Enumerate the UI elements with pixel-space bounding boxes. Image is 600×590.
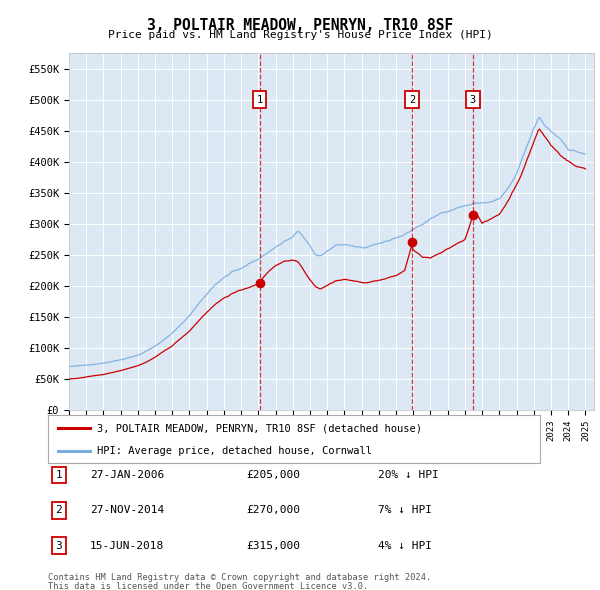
Text: 27-NOV-2014: 27-NOV-2014 [90, 506, 164, 515]
Text: £315,000: £315,000 [246, 541, 300, 550]
Text: 20% ↓ HPI: 20% ↓ HPI [378, 470, 439, 480]
Text: 2: 2 [55, 506, 62, 515]
Text: £205,000: £205,000 [246, 470, 300, 480]
Text: This data is licensed under the Open Government Licence v3.0.: This data is licensed under the Open Gov… [48, 582, 368, 590]
Text: 1: 1 [55, 470, 62, 480]
Text: 3, POLTAIR MEADOW, PENRYN, TR10 8SF (detached house): 3, POLTAIR MEADOW, PENRYN, TR10 8SF (det… [97, 423, 422, 433]
Text: 15-JUN-2018: 15-JUN-2018 [90, 541, 164, 550]
Text: £270,000: £270,000 [246, 506, 300, 515]
Text: 3, POLTAIR MEADOW, PENRYN, TR10 8SF: 3, POLTAIR MEADOW, PENRYN, TR10 8SF [147, 18, 453, 32]
Text: 7% ↓ HPI: 7% ↓ HPI [378, 506, 432, 515]
Text: 27-JAN-2006: 27-JAN-2006 [90, 470, 164, 480]
Text: Price paid vs. HM Land Registry's House Price Index (HPI): Price paid vs. HM Land Registry's House … [107, 30, 493, 40]
Text: HPI: Average price, detached house, Cornwall: HPI: Average price, detached house, Corn… [97, 446, 372, 456]
Text: 2: 2 [409, 94, 415, 104]
Text: 3: 3 [470, 94, 476, 104]
Text: 3: 3 [55, 541, 62, 550]
Text: 4% ↓ HPI: 4% ↓ HPI [378, 541, 432, 550]
Text: 1: 1 [257, 94, 263, 104]
Text: Contains HM Land Registry data © Crown copyright and database right 2024.: Contains HM Land Registry data © Crown c… [48, 573, 431, 582]
